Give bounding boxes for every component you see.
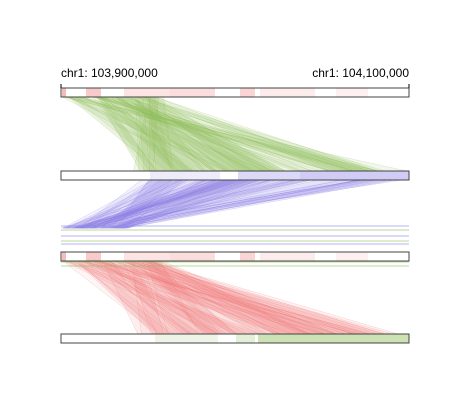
feature-blocks [62, 88, 409, 343]
feature-block [155, 334, 218, 343]
region-end-label: chr1: 104,100,000 [312, 66, 409, 80]
feature-block [236, 334, 255, 343]
genome-track [60, 333, 410, 344]
genome-tracks [60, 84, 410, 344]
feature-block [300, 171, 409, 180]
feature-block [240, 88, 255, 97]
feature-block [336, 252, 368, 261]
feature-block [124, 88, 170, 97]
genome-track [60, 251, 410, 262]
band-group [62, 260, 399, 335]
feature-block [86, 88, 101, 97]
feature-block [62, 252, 66, 261]
band-group [61, 179, 403, 229]
feature-block [62, 88, 66, 97]
feature-block [86, 252, 101, 261]
genome-track [60, 170, 410, 181]
feature-block [258, 334, 409, 343]
feature-block [150, 171, 220, 180]
feature-block [336, 88, 368, 97]
feature-block [240, 252, 255, 261]
alignment-bands [61, 96, 409, 335]
feature-block [238, 171, 300, 180]
genome-track [60, 87, 410, 98]
feature-block [260, 252, 315, 261]
feature-block [170, 252, 215, 261]
feature-block [124, 252, 170, 261]
region-start-label: chr1: 103,900,000 [61, 66, 158, 80]
band-group [62, 96, 407, 172]
feature-block [260, 88, 315, 97]
feature-block [170, 88, 215, 97]
